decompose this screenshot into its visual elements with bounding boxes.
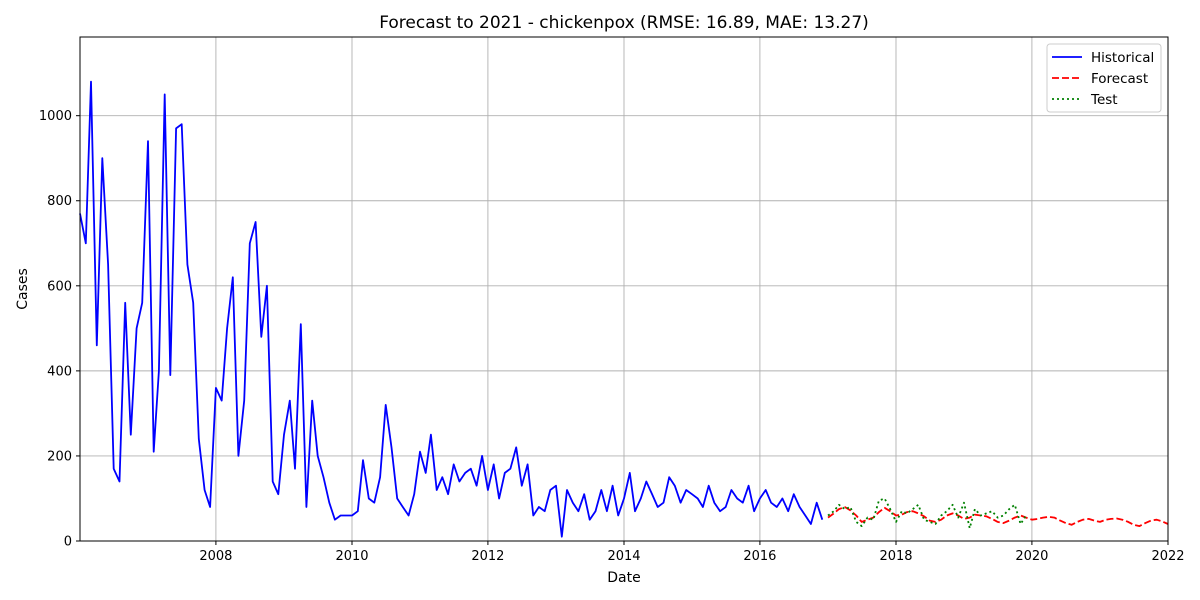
x-tick-label: 2020 <box>1015 549 1048 564</box>
ticks: 2008 2010 2012 2014 2016 2018 2020 2022 0 200 400 6… <box>39 109 1185 564</box>
series-layer <box>79 80 1169 538</box>
x-tick-label: 2016 <box>743 549 776 564</box>
legend-box <box>1046 43 1162 113</box>
y-axis-title: Cases <box>15 268 31 310</box>
chart-title: Forecast to 2021 - chickenpox (RMSE: 16.… <box>379 13 869 33</box>
legend-historical-label: Historical <box>1091 50 1154 66</box>
y-tick-label: 800 <box>47 194 72 209</box>
x-tick-label: 2010 <box>335 549 368 564</box>
y-tick-label: 0 <box>64 535 72 550</box>
grid <box>80 37 1169 542</box>
series-line-historical <box>79 80 824 538</box>
x-tick-label: 2022 <box>1151 549 1184 564</box>
x-tick-label: 2018 <box>879 549 912 564</box>
y-tick-label: 600 <box>47 279 72 294</box>
x-tick-label: 2012 <box>471 549 504 564</box>
x-tick-label: 2014 <box>607 549 640 564</box>
x-axis-title: Date <box>607 570 640 586</box>
x-tick-label: 2008 <box>199 549 232 564</box>
legend-test-label: Test <box>1090 92 1118 108</box>
legend-forecast-label: Forecast <box>1091 71 1148 87</box>
y-tick-label: 400 <box>47 364 72 379</box>
y-tick-label: 1000 <box>39 109 72 124</box>
series-line-forecast <box>827 506 1169 527</box>
y-tick-label: 200 <box>47 449 72 464</box>
legend: Historical Forecast Test <box>1046 43 1162 113</box>
series-line-test <box>827 497 1027 530</box>
